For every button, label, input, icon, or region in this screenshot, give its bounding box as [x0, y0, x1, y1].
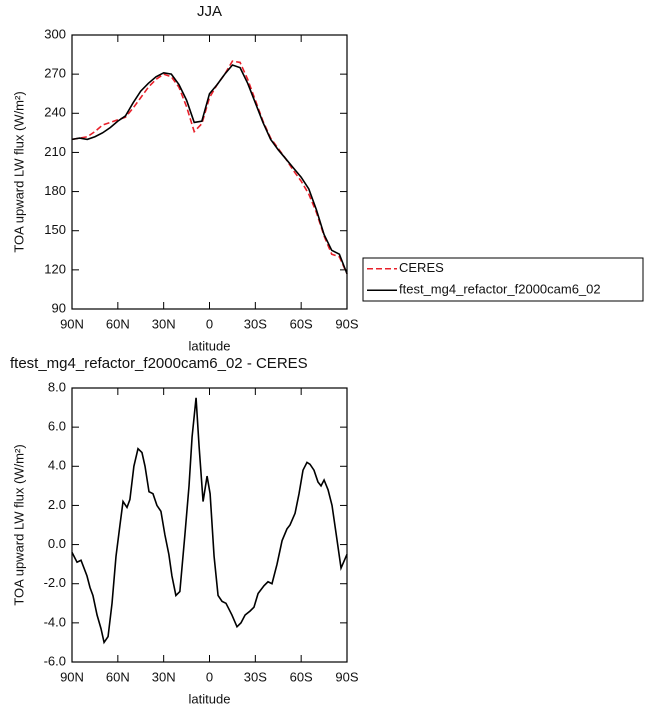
y-tick-label: 150: [44, 222, 66, 237]
legend-box: [362, 257, 644, 302]
y-tick-label: 90: [52, 300, 66, 315]
x-tick-label: 0: [206, 316, 213, 331]
y-tick-label: 270: [44, 66, 66, 81]
y-tick-label: 210: [44, 144, 66, 159]
y-tick-label: -4.0: [44, 614, 66, 629]
x-tick-label: 30S: [244, 316, 267, 331]
x-tick-label: 60N: [106, 669, 130, 684]
data-line: [71, 60, 348, 275]
data-line: [71, 64, 348, 275]
y-tick-label: 300: [44, 26, 66, 41]
y-tick-label: -2.0: [44, 575, 66, 590]
legend-label: CERES: [399, 260, 444, 275]
y-tick-label: 120: [44, 261, 66, 276]
y-axis-label: TOA upward LW flux (W/m²): [11, 91, 26, 252]
chart-title: JJA: [197, 3, 222, 20]
x-tick-label: 90N: [60, 669, 84, 684]
x-tick-label: 60N: [106, 316, 130, 331]
chart-title: ftest_mg4_refactor_f2000cam6_02 - CERES: [10, 355, 308, 372]
x-tick-label: 0: [206, 669, 213, 684]
plot-frame: [71, 34, 348, 310]
x-tick-label: 60S: [290, 669, 313, 684]
y-tick-label: 8.0: [48, 379, 66, 394]
x-tick-label: 30N: [152, 669, 176, 684]
y-tick-label: 4.0: [48, 458, 66, 473]
y-tick-label: 2.0: [48, 497, 66, 512]
y-tick-label: 6.0: [48, 419, 66, 434]
x-tick-label: 90S: [335, 669, 358, 684]
data-line: [71, 397, 348, 645]
x-tick-label: 30N: [152, 316, 176, 331]
y-tick-label: 240: [44, 105, 66, 120]
x-tick-label: 60S: [290, 316, 313, 331]
y-tick-label: 0.0: [48, 536, 66, 551]
x-tick-label: 90N: [60, 316, 84, 331]
y-tick-label: -6.0: [44, 653, 66, 668]
x-tick-label: 30S: [244, 669, 267, 684]
legend-label: ftest_mg4_refactor_f2000cam6_02: [399, 282, 601, 297]
x-axis-label: latitude: [189, 338, 231, 353]
x-axis-label: latitude: [189, 691, 231, 706]
y-axis-label: TOA upward LW flux (W/m²): [11, 444, 26, 605]
x-tick-label: 90S: [335, 316, 358, 331]
plot-frame: [71, 387, 348, 663]
y-tick-label: 180: [44, 183, 66, 198]
